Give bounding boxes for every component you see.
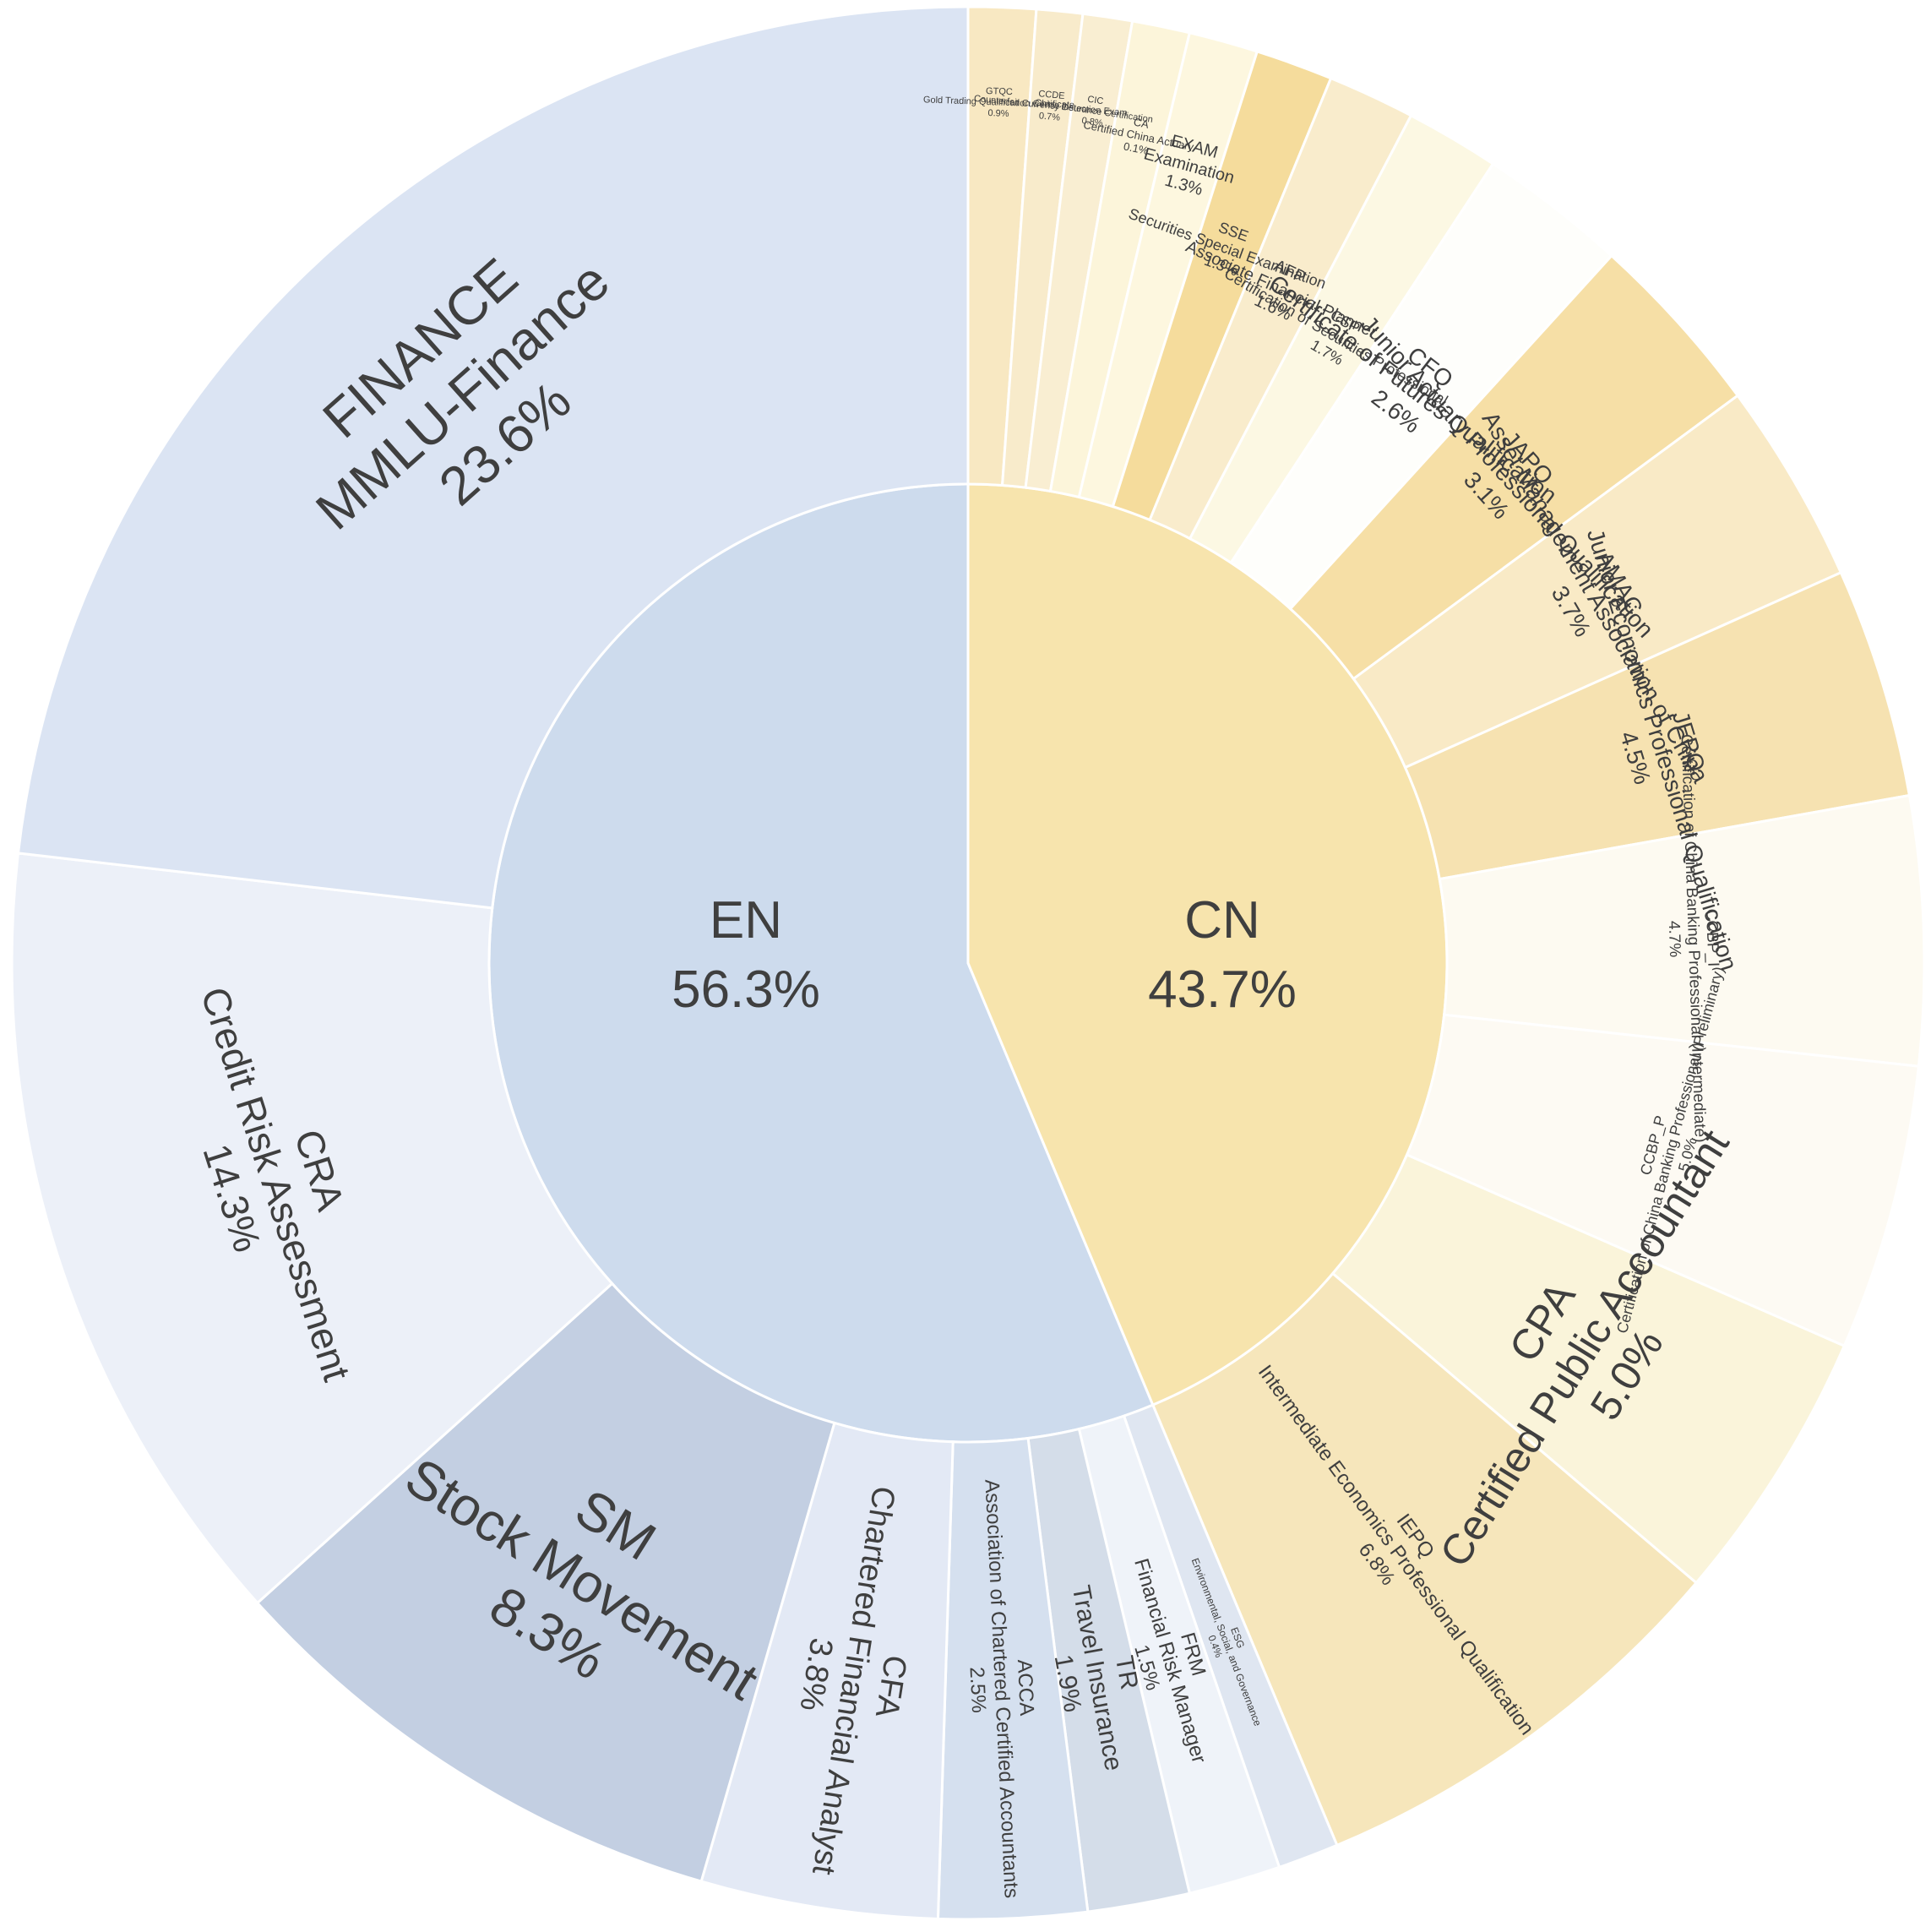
outer-label-percent: 2.5% [966,1666,991,1713]
outer-label-percent: 0.8% [1081,116,1104,129]
outer-label-code: ACCA [1013,1659,1038,1717]
inner-percent-cn: 43.7% [1148,961,1297,1019]
outer-label-percent: 0.7% [1038,111,1060,122]
outer-wedge-iepq[interactable] [1150,1271,1699,1848]
inner-label-cn: CN [1184,891,1260,950]
inner-label-en: EN [710,891,782,950]
outer-label-code: TR [1110,1653,1144,1691]
outer-label-code: CA [1133,115,1150,130]
outer-label-code: CCBP_I [1702,908,1722,966]
inner-percent-en: 56.3% [672,961,820,1019]
outer-wedge-cra[interactable] [10,852,614,1605]
outer-label-percent: 0.9% [987,108,1009,119]
outer-label-code: CCDE [1038,89,1065,101]
outer-label-percent: 0.1% [1123,139,1150,157]
outer-label-percent: 4.7% [1665,921,1684,958]
outer-wedge-finance[interactable] [16,5,970,910]
outer-label-code: GTQC [986,86,1013,97]
outer-label-code: CIC [1087,95,1105,107]
outer-wedge-sm[interactable] [255,1282,836,1883]
